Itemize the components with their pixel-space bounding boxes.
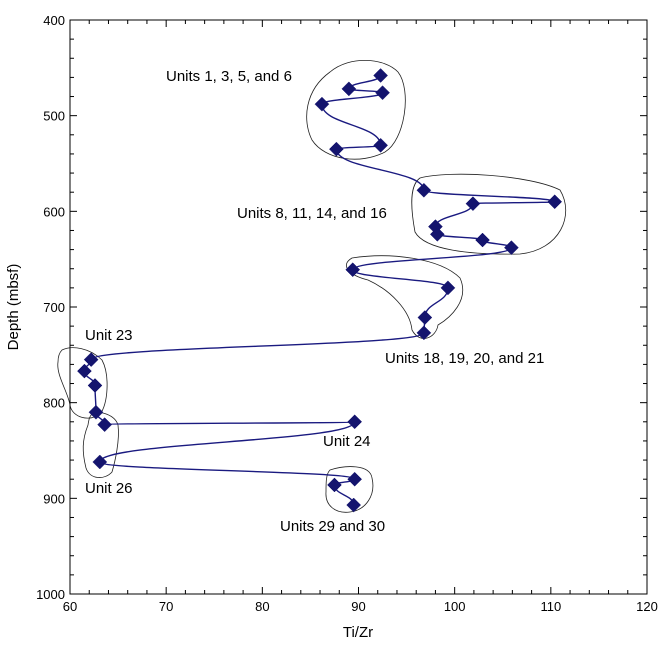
data-point-diamond xyxy=(375,85,390,101)
data-point-diamond xyxy=(77,363,92,379)
data-point-diamond xyxy=(345,262,361,278)
data-point-diamond xyxy=(373,68,388,83)
group-outline-units-29-30 xyxy=(325,466,374,513)
x-tick-label: 80 xyxy=(255,599,269,614)
x-tick-label: 110 xyxy=(540,599,561,614)
label-units-1-6: Units 1, 3, 5, and 6 xyxy=(166,68,292,85)
y-tick-label: 400 xyxy=(43,13,65,28)
group-outline-unit-26 xyxy=(82,412,119,478)
label-units-8-16: Units 8, 11, 14, and 16 xyxy=(237,205,387,222)
y-axis-title: Depth (mbsf) xyxy=(5,264,22,351)
label-unit-26: Unit 26 xyxy=(85,480,133,497)
label-units-29-30: Units 29 and 30 xyxy=(280,518,385,535)
data-point-diamond xyxy=(504,240,519,256)
annotations: Units 1, 3, 5, and 6 Units 8, 11, 14, an… xyxy=(85,68,544,535)
group-outline-unit-23 xyxy=(57,347,108,419)
data-point-diamond xyxy=(347,471,363,487)
data-point-diamond xyxy=(88,404,104,420)
data-layer xyxy=(77,68,563,513)
x-tick-label: 120 xyxy=(636,599,658,614)
plot-frame xyxy=(69,19,648,595)
data-point-diamond xyxy=(373,137,388,153)
data-point-diamond xyxy=(92,454,108,470)
y-tick-label: 700 xyxy=(43,300,65,315)
data-point-diamond xyxy=(314,96,330,112)
data-point-diamond xyxy=(346,497,362,513)
label-units-18-21: Units 18, 19, 20, and 21 xyxy=(385,350,544,367)
y-tick-label: 1000 xyxy=(36,587,65,602)
data-point-diamond xyxy=(547,194,563,210)
data-point-diamond xyxy=(341,81,357,97)
data-point-diamond xyxy=(475,232,490,248)
data-point-diamond xyxy=(83,352,99,367)
x-tick-label: 60 xyxy=(63,599,77,614)
tick-labels: 60 70 80 90 100 110 120 400 500 600 700 800 900 1000 xyxy=(36,13,658,614)
x-axis-title: Ti/Zr xyxy=(343,624,373,641)
label-unit-24: Unit 24 xyxy=(323,433,371,450)
group-outline-units-8-16 xyxy=(411,173,567,255)
data-point-diamond xyxy=(430,226,445,242)
series-line xyxy=(83,75,556,506)
x-tick-label: 90 xyxy=(351,599,365,614)
data-point-diamond xyxy=(416,182,432,198)
grouping-outlines xyxy=(57,59,567,513)
y-tick-label: 800 xyxy=(43,396,65,411)
x-tick-label: 70 xyxy=(159,599,173,614)
data-point-diamond xyxy=(440,280,456,296)
y-tick-label: 900 xyxy=(43,491,65,506)
data-point-diamond xyxy=(329,141,344,157)
group-outline-units-1-6 xyxy=(306,59,406,160)
data-point-diamond xyxy=(465,196,481,212)
data-point-diamond xyxy=(347,414,363,430)
label-unit-23: Unit 23 xyxy=(85,327,133,344)
group-outline-units-18-21 xyxy=(346,255,464,339)
ticks xyxy=(69,19,648,595)
y-tick-label: 500 xyxy=(43,109,65,124)
data-point-diamond xyxy=(417,310,433,325)
x-tick-label: 100 xyxy=(444,599,466,614)
data-point-diamond xyxy=(327,477,342,493)
y-tick-label: 600 xyxy=(43,204,65,219)
data-point-diamond xyxy=(87,378,103,393)
data-point-diamond xyxy=(416,325,432,341)
data-point-diamond xyxy=(97,417,112,433)
